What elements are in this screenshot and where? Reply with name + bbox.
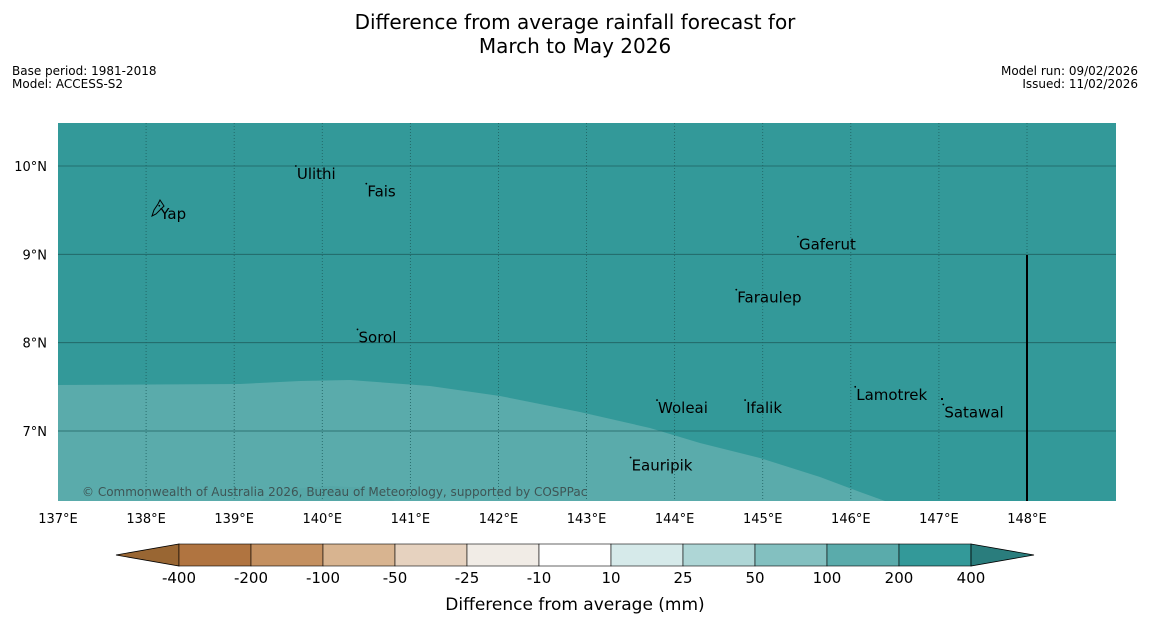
colorbar-segment [682, 543, 756, 567]
axis-labels: 137°E 138°E 139°E 140°E 141°E 142°E 143°E 144°E… [14, 160, 1047, 527]
rainfall-zone-100-200 [58, 380, 885, 501]
lon-tick-label: 147°E [919, 512, 959, 527]
place-label-yap: Yap [159, 205, 186, 223]
lon-tick-label: 139°E [214, 512, 254, 527]
lon-tick-label: 137°E [38, 512, 78, 527]
base-period: Base period: 1981-2018 [12, 64, 157, 78]
colorbar-segment [754, 543, 828, 567]
colorbar-label: Difference from average (mm) [445, 595, 704, 615]
place-label-sorol: Sorol [359, 328, 397, 346]
title-line-1: Difference from average rainfall forecas… [354, 10, 796, 34]
colorbar-segment [250, 543, 324, 567]
satawal-island-marker [941, 398, 943, 400]
place-label-lamotrek: Lamotrek [856, 386, 927, 404]
lat-tick-label: 10°N [14, 160, 47, 175]
lat-tick-label: 9°N [23, 248, 48, 263]
colorbar-segment [466, 543, 540, 567]
colorbar-segment [610, 543, 684, 567]
colorbar-segment [322, 543, 396, 567]
place-marker [797, 235, 799, 238]
place-marker [158, 204, 161, 207]
colorbar: -400 -200 -100 -50 -25 -10 10 25 50 100 200 400 [115, 543, 1035, 587]
colorbar-segment [178, 543, 252, 567]
colorbar-tick-label: 400 [957, 569, 986, 587]
place-marker [365, 182, 368, 185]
place-label-faraulep: Faraulep [737, 289, 801, 307]
colorbar-tick-label: -200 [234, 569, 268, 587]
lat-tick-label: 7°N [23, 425, 48, 440]
place-label-ifalik: Ifalik [746, 399, 782, 417]
colorbar-extend-right [970, 543, 1035, 567]
place-label-satawal: Satawal [944, 404, 1003, 422]
lon-tick-label: 148°E [1007, 512, 1047, 527]
model-run: Model run: 09/02/2026 [1000, 64, 1138, 78]
place-label-ulithi: Ulithi [297, 165, 336, 183]
colorbar-tick-label: 200 [885, 569, 914, 587]
colorbar-extend-left [115, 543, 180, 567]
lon-tick-label: 141°E [391, 512, 431, 527]
place-marker [629, 456, 632, 459]
colorbar-tick-label: -50 [383, 569, 408, 587]
colorbar-segment [826, 543, 900, 567]
lat-tick-label: 8°N [23, 337, 48, 352]
map-title: Difference from average rainfall forecas… [0, 10, 1150, 58]
place-marker [356, 328, 359, 331]
title-line-2: March to May 2026 [478, 34, 672, 58]
colorbar-segment [394, 543, 468, 567]
place-label-woleai: Woleai [658, 399, 708, 417]
copyright-notice: © Commonwealth of Australia 2026, Bureau… [82, 485, 587, 499]
issued-date: Issued: 11/02/2026 [1022, 77, 1138, 91]
place-marker [744, 399, 747, 401]
yap-island-outline [151, 199, 165, 217]
metadata-left: Base period: 1981-2018 Model: ACCESS-S2 [12, 65, 157, 91]
colorbar-segment [538, 543, 612, 567]
place-label-fais: Fais [367, 183, 396, 201]
place-marker [656, 399, 658, 401]
lon-tick-label: 142°E [479, 512, 519, 527]
place-marker [294, 165, 297, 167]
colorbar-segment [898, 543, 972, 567]
lon-tick-label: 145°E [743, 512, 783, 527]
lon-tick-label: 144°E [655, 512, 695, 527]
map-grid [58, 123, 1116, 501]
lon-tick-label: 140°E [303, 512, 343, 527]
colorbar-tick-label: 100 [813, 569, 842, 587]
colorbar-tick-label: -25 [455, 569, 480, 587]
lon-tick-label: 138°E [126, 512, 166, 527]
model-name: Model: ACCESS-S2 [12, 77, 124, 91]
place-label-gaferut: Gaferut [799, 236, 856, 254]
place-marker [854, 385, 857, 388]
colorbar-tick-label: -400 [162, 569, 196, 587]
colorbar-tick-label: -100 [306, 569, 340, 587]
lon-tick-label: 143°E [567, 512, 607, 527]
place-marker [735, 288, 738, 291]
place-label-eauripik: Eauripik [632, 457, 693, 475]
place-labels: Yap Ulithi Fais Gaferut Faraulep Sorol Lamotre… [158, 165, 1004, 475]
metadata-right: Model run: 09/02/2026 Issued: 11/02/2026 [1001, 65, 1138, 91]
lon-tick-label: 146°E [831, 512, 871, 527]
rainfall-zone-100-200-inner [260, 486, 395, 501]
place-marker [942, 403, 945, 406]
colorbar-tick-label: -10 [527, 569, 552, 587]
colorbar-tick-label: 10 [601, 569, 620, 587]
colorbar-tick-label: 50 [745, 569, 764, 587]
colorbar-tick-label: 25 [673, 569, 692, 587]
